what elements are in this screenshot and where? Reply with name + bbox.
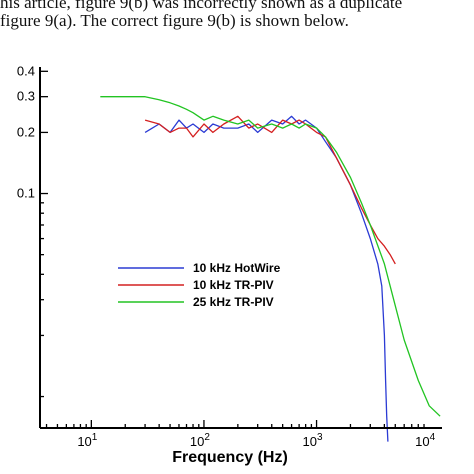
x-tick-label: 101 [77,432,97,449]
y-tick-label: 0.2 [17,124,35,139]
series-line-1 [144,115,389,442]
header-line-1: his article, figure 9(b) was incorrectly… [0,0,403,12]
article-header-text: his article, figure 9(b) was incorrectly… [0,0,474,34]
legend-label: 25 kHz TR-PIV [193,295,274,309]
x-axis-title: Frequency (Hz) [172,449,288,466]
x-tick-label: 102 [190,432,210,449]
header-line-2: figure 9(a). The correct figure 9(b) is … [0,11,349,30]
ticks: 101 102 103 104 0.4 0.3 0.2 0.1 [17,63,436,449]
legend-label: 10 kHz HotWire [193,261,281,275]
y-tick-label: 0.4 [17,63,35,78]
series-line-2 [144,115,396,265]
series-line-3 [100,96,441,417]
y-tick-label: 0.3 [17,89,35,104]
x-tick-label: 103 [303,432,323,449]
legend: 10 kHz HotWire 10 kHz TR-PIV 25 kHz TR-PIV [118,261,281,309]
plot-lines [100,96,441,442]
legend-label: 10 kHz TR-PIV [193,278,274,292]
axes [39,67,442,429]
x-tick-label: 104 [415,432,435,449]
y-tick-label: 0.1 [17,186,35,201]
